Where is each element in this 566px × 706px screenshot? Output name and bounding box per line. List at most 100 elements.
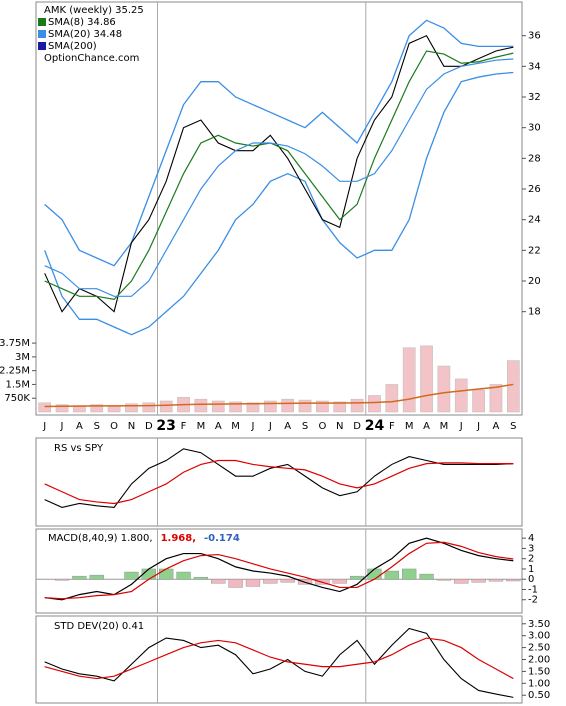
x-tick-label: 23 [156, 418, 175, 434]
histogram-bar [471, 579, 486, 583]
y-tick-label: -2 [528, 595, 538, 606]
histogram-bar [367, 568, 382, 580]
x-tick-label: J [250, 421, 254, 432]
x-tick-label: M [440, 421, 449, 432]
volume-bar [402, 347, 416, 413]
x-tick-label: S [510, 421, 516, 432]
volume-bar [125, 403, 138, 413]
volume-average [44, 383, 514, 408]
histogram-bar [402, 568, 417, 580]
volume-bar [472, 389, 485, 413]
histogram-bar [506, 579, 521, 582]
histogram-bar [211, 579, 226, 584]
volume-bar [90, 404, 104, 413]
volume-bar [489, 384, 503, 413]
series-line [44, 448, 514, 508]
y-tick-label: 30 [528, 123, 541, 134]
x-tick-label: S [94, 421, 100, 432]
macd-line [44, 537, 514, 601]
macd-line [44, 541, 514, 600]
volume-bar [333, 401, 347, 413]
x-tick-label: N [128, 421, 135, 432]
series-line [44, 58, 514, 297]
x-tick-label: M [231, 421, 240, 432]
y-tick-label: 22 [528, 245, 541, 256]
volume-bar [194, 398, 208, 413]
y-tick-label: 3.75M [0, 338, 30, 349]
x-tick-label: A [215, 421, 222, 432]
series-line [44, 637, 514, 680]
x-tick-label: J [42, 421, 46, 432]
x-tick-label: A [493, 421, 500, 432]
y-tick-label: 1.5M [5, 379, 30, 390]
panel-frame [35, 437, 523, 527]
volume-bar [506, 360, 520, 413]
y-tick-label: 3.50 [528, 619, 550, 630]
x-tick-label: N [336, 421, 343, 432]
volume-bar [454, 378, 468, 413]
series-line [44, 459, 514, 505]
volume-bar [55, 404, 69, 413]
x-tick-label: S [302, 421, 308, 432]
y-tick-label: 34 [528, 61, 541, 72]
volume-bar [298, 399, 312, 413]
y-tick-label: 1.00 [528, 678, 550, 689]
legend-label: -0.174 [204, 533, 240, 544]
legend-label: SMA(8) 34.86 [48, 17, 116, 28]
volume-bar [437, 365, 451, 413]
y-tick-label: 24 [528, 215, 541, 226]
series-line [44, 627, 514, 698]
histogram-bar [436, 579, 452, 581]
y-tick-label: 3 [528, 543, 534, 554]
volume-bar [38, 402, 52, 413]
x-tick-label: D [353, 421, 361, 432]
y-tick-label: 2.50 [528, 643, 550, 654]
x-tick-label: J [459, 421, 463, 432]
histogram-bar [72, 575, 87, 580]
histogram-bar [332, 579, 347, 584]
x-tick-label: 24 [365, 418, 385, 434]
panel-title: STD DEV(20) 0.41 [54, 621, 144, 632]
volume-bar [385, 384, 399, 413]
y-tick-label: 0.50 [528, 690, 550, 701]
y-tick-label: 750K [4, 393, 30, 404]
y-tick-label: 18 [528, 307, 541, 318]
main-frame [35, 1, 523, 416]
x-tick-label: M [405, 421, 414, 432]
histogram-bar [141, 568, 156, 580]
histogram-bar [349, 575, 365, 580]
histogram-bar [228, 579, 243, 588]
annotation: OptionChance.com [44, 53, 139, 64]
legend-label: SMA(200) [48, 41, 97, 52]
legend-swatch [38, 30, 46, 38]
legend-label: SMA(20) 34.48 [48, 29, 122, 40]
y-tick-label: 0 [528, 574, 534, 585]
y-tick-label: 36 [528, 31, 541, 42]
legend-label: MACD(8,40,9) 1.800, [48, 533, 153, 544]
legend-label: 1.968, [161, 533, 196, 544]
x-tick-label: M [197, 421, 206, 432]
lower-band [44, 71, 514, 336]
y-tick-label: 28 [528, 153, 541, 164]
histogram-bar [193, 576, 209, 580]
y-tick-label: 4 [528, 533, 534, 544]
y-tick-label: 2.00 [528, 655, 550, 666]
histogram-bar [280, 579, 295, 583]
histogram-bar [176, 571, 191, 580]
histogram-bar [263, 579, 278, 584]
x-tick-label: O [318, 421, 326, 432]
histogram-bar [54, 579, 70, 581]
volume-bar [350, 398, 364, 413]
legend-swatch [38, 18, 46, 26]
legend-label: AMK (weekly) 35.25 [44, 5, 144, 16]
upper-band [44, 19, 514, 267]
y-tick-label: 2.25M [0, 366, 30, 377]
series-line [44, 34, 514, 313]
y-tick-label: 2 [528, 554, 534, 565]
x-tick-label: F [389, 421, 395, 432]
x-tick-label: J [268, 421, 272, 432]
volume-bar [159, 400, 173, 413]
x-tick-label: A [76, 421, 83, 432]
y-tick-label: 3M [15, 352, 30, 363]
